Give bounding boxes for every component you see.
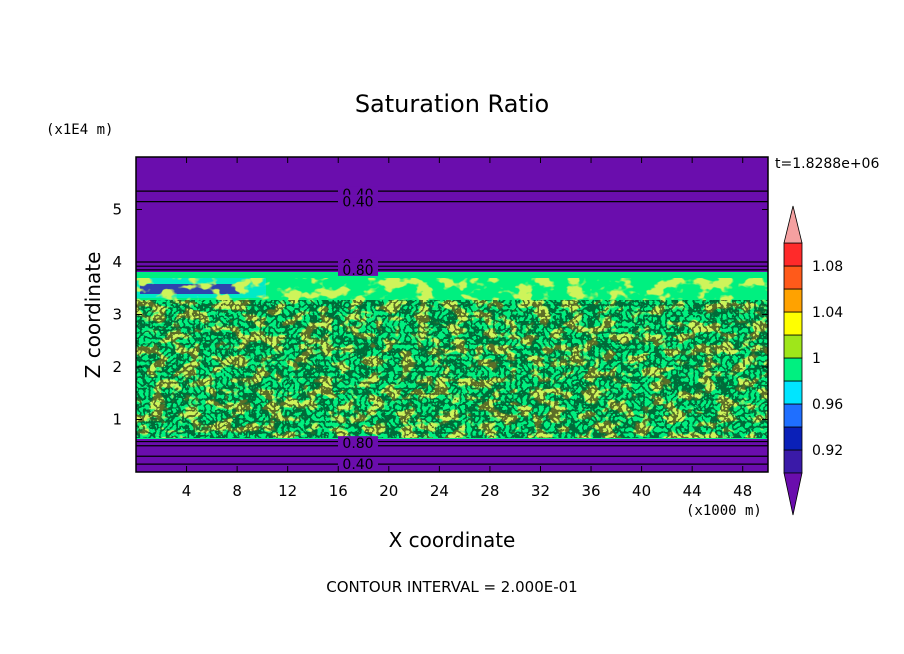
x-tick-label: 16 [329, 482, 348, 500]
x-tick-label: 40 [632, 482, 651, 500]
y-axis-label: Z coordinate [81, 252, 105, 379]
contour-label: 0.40 [342, 457, 373, 473]
contour-label-bg [338, 262, 378, 276]
colorbar-swatch [783, 242, 803, 267]
colorbar-label: 1.04 [812, 305, 843, 321]
contour-label-bg [338, 457, 378, 471]
colorbar-swatch [783, 311, 803, 336]
colorbar-swatch [783, 265, 803, 290]
colorbar: 0.92 0.96 1 1.04 1.08 [783, 205, 843, 516]
x-tick-label: 32 [531, 482, 550, 500]
colorbar-upper-arrow [783, 205, 803, 244]
x-tick-label: 8 [232, 482, 242, 500]
contour-label-bg [338, 194, 378, 208]
contour-lines [136, 190, 768, 465]
colorbar-label: 0.92 [812, 443, 843, 459]
x-tick-label: 44 [683, 482, 702, 500]
x-axis-label: X coordinate [389, 528, 516, 552]
contour-speckle [136, 300, 768, 438]
colorbar-swatch [783, 426, 803, 451]
x-tick-label: 4 [182, 482, 192, 500]
colorbar-swatch [783, 380, 803, 405]
x-tick-label: 48 [733, 482, 752, 500]
time-label: t=1.8288e+06 [775, 156, 879, 172]
colorbar-swatch [783, 403, 803, 428]
colorbar-label: 1 [812, 351, 821, 367]
x-tick-label: 36 [581, 482, 600, 500]
contour-label: 0.80 [342, 436, 373, 452]
colorbar-lower-arrow [783, 472, 803, 516]
colorbar-label: 0.96 [812, 397, 843, 413]
x-tick-label: 24 [430, 482, 449, 500]
colorbar-swatch [783, 449, 803, 474]
colorbar-swatch [783, 334, 803, 359]
x-tick-label: 12 [278, 482, 297, 500]
y-axis-ticks: 1 2 3 4 5 [112, 201, 768, 429]
chart-title: Saturation Ratio [355, 90, 549, 118]
contour-interval-label: CONTOUR INTERVAL = 2.000E-01 [326, 578, 577, 596]
contour-label-bg [338, 436, 378, 450]
x-tick-label: 20 [379, 482, 398, 500]
y-tick-label: 3 [112, 306, 122, 324]
x-unit-label: (x1000 m) [686, 503, 762, 519]
y-unit-label: (x1E4 m) [46, 122, 113, 138]
plot-area: 0.400.400.400.800.800.40 [135, 156, 769, 473]
colorbar-label: 1.08 [812, 259, 843, 275]
x-axis-ticks: 4 8 12 16 20 24 28 32 36 40 44 48 [182, 157, 752, 500]
colorbar-swatch [783, 357, 803, 382]
contour-labels: 0.400.400.400.800.800.40 [338, 186, 378, 473]
x-tick-label: 28 [480, 482, 499, 500]
colorbar-swatch [783, 288, 803, 313]
y-tick-label: 5 [112, 201, 122, 219]
contour-label: 0.40 [342, 195, 373, 211]
y-tick-label: 4 [112, 253, 122, 271]
y-tick-label: 1 [112, 411, 122, 429]
contour-label: 0.80 [342, 263, 373, 279]
y-tick-label: 2 [112, 358, 122, 376]
